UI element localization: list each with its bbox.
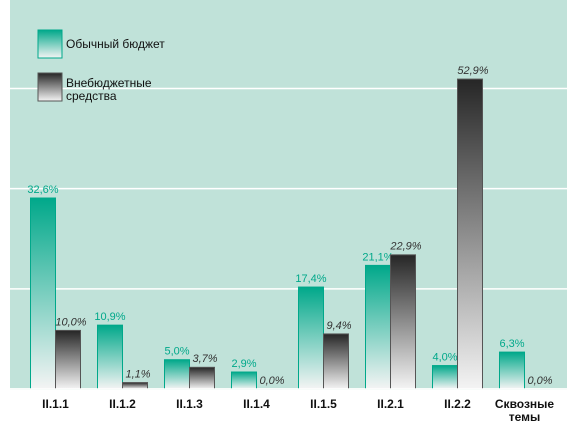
value-label: 1,1% — [125, 368, 150, 380]
x-tick-label-box: II.1.1 — [42, 398, 69, 411]
value-label: 22,9% — [389, 241, 421, 253]
value-label: 3,7% — [192, 353, 217, 365]
bar — [164, 359, 190, 390]
x-tick-label-box: Сквозные темы — [494, 398, 555, 424]
x-tick-label-box: II.1.3 — [176, 398, 203, 411]
legend-swatch — [37, 72, 63, 102]
x-tick-label: II.2.2 — [444, 398, 471, 411]
value-label: 0,0% — [527, 375, 552, 387]
bar — [122, 382, 148, 390]
bar — [499, 351, 525, 390]
bar — [365, 264, 391, 390]
legend-label: Обычный бюджет — [66, 38, 165, 51]
bar — [189, 366, 215, 390]
x-tick-label: Сквозные темы — [494, 398, 555, 424]
bar — [390, 254, 416, 390]
value-label: 5,0% — [164, 346, 189, 358]
value-label: 9,4% — [326, 320, 351, 332]
x-tick-label-box: II.2.1 — [377, 398, 404, 411]
bar — [457, 78, 483, 390]
value-label: 21,1% — [362, 251, 393, 263]
legend-label-box: Внебюджетные средства — [66, 77, 152, 103]
value-label: 2,9% — [231, 358, 256, 370]
x-tick-label: II.1.4 — [243, 398, 270, 411]
bar — [323, 333, 349, 390]
bar — [55, 329, 81, 390]
legend-swatch — [37, 29, 63, 59]
value-label: 6,3% — [499, 338, 524, 350]
legend-label: Внебюджетные средства — [66, 77, 152, 103]
value-label: 17,4% — [295, 273, 326, 285]
bar — [298, 286, 324, 390]
bar — [231, 371, 257, 390]
value-label: 0,0% — [259, 375, 284, 387]
value-label: 32,6% — [27, 184, 58, 196]
x-tick-label-box: II.2.2 — [444, 398, 471, 411]
legend-label-box: Обычный бюджет — [66, 38, 165, 51]
x-tick-label: II.1.5 — [310, 398, 337, 411]
x-tick-label: II.1.2 — [109, 398, 136, 411]
value-label: 52,9% — [457, 65, 488, 77]
x-tick-label: II.1.3 — [176, 398, 203, 411]
x-tick-label-box: II.1.2 — [109, 398, 136, 411]
value-label: 4,0% — [432, 351, 457, 363]
x-tick-label-box: II.1.5 — [310, 398, 337, 411]
bar — [432, 365, 458, 390]
x-tick-label: II.2.1 — [377, 398, 404, 411]
x-tick-label: II.1.1 — [42, 398, 69, 411]
value-label: 10,0% — [55, 316, 86, 328]
bar — [97, 324, 123, 390]
bar — [30, 197, 56, 390]
x-tick-label-box: II.1.4 — [243, 398, 270, 411]
value-label: 10,9% — [94, 311, 125, 323]
